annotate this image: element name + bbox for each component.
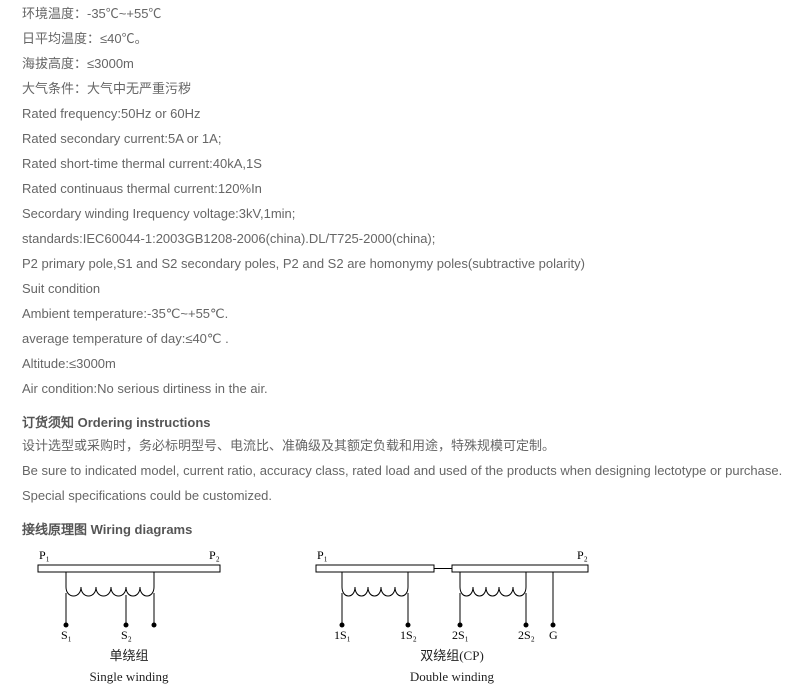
spec-line: Ambient temperature:-35℃~+55℃. — [22, 304, 800, 324]
coil-2 — [460, 587, 526, 596]
label-1s2: 1S₂ — [400, 628, 417, 642]
spec-line: P2 primary pole,S1 and S2 secondary pole… — [22, 254, 800, 274]
coil-1 — [342, 587, 408, 596]
terminal-dot — [340, 623, 345, 628]
spec-list: 环境温度：-35℃~+55℃ 日平均温度：≤40℃。 海拔高度：≤3000m 大… — [22, 4, 800, 399]
document-body: 环境温度：-35℃~+55℃ 日平均温度：≤40℃。 海拔高度：≤3000m 大… — [0, 0, 800, 686]
label-g: G — [549, 628, 558, 642]
spec-line: Suit condition — [22, 279, 800, 299]
label-2s1: 2S₁ — [452, 628, 469, 642]
label-p1: P₁ — [317, 548, 328, 562]
spec-line: Rated frequency:50Hz or 60Hz — [22, 104, 800, 124]
spec-line: 大气条件：大气中无严重污秽 — [22, 79, 800, 99]
label-1s1: 1S₁ — [334, 628, 351, 642]
double-winding-diagram: P₁ P₂ — [302, 547, 602, 686]
ordering-line: 设计选型或采购时，务必标明型号、电流比、准确级及其额定负载和用途，特殊规模可定制… — [22, 436, 800, 456]
spec-line: 环境温度：-35℃~+55℃ — [22, 4, 800, 24]
spec-line: Altitude:≤3000m — [22, 354, 800, 374]
wiring-diagrams: P₁ P₂ S₁ S₂ 单绕组 — [22, 547, 800, 686]
spec-line: 海拔高度：≤3000m — [22, 54, 800, 74]
double-winding-svg: P₁ P₂ — [302, 547, 602, 642]
primary-bar — [38, 565, 220, 572]
terminal-dot — [152, 623, 157, 628]
spec-line: Rated secondary current:5A or 1A; — [22, 129, 800, 149]
label-s2: S₂ — [121, 628, 132, 642]
spec-line: average temperature of day:≤40℃ . — [22, 329, 800, 349]
ordering-heading: 订货须知 Ordering instructions — [22, 413, 800, 433]
spec-line: Air condition:No serious dirtiness in th… — [22, 379, 800, 399]
single-caption-cn: 单绕组 — [109, 646, 148, 666]
primary-bar-left — [316, 565, 434, 572]
single-caption-en: Single winding — [89, 667, 168, 686]
ordering-line: Be sure to indicated model, current rati… — [22, 461, 800, 481]
double-caption-en: Double winding — [410, 667, 494, 686]
terminal-dot — [124, 623, 129, 628]
ordering-line: Special specifications could be customiz… — [22, 486, 800, 506]
spec-line: standards:IEC60044-1:2003GB1208-2006(chi… — [22, 229, 800, 249]
spec-line: Rated continuaus thermal current:120%In — [22, 179, 800, 199]
single-winding-svg: P₁ P₂ S₁ S₂ — [24, 547, 234, 642]
wiring-heading: 接线原理图 Wiring diagrams — [22, 520, 800, 540]
terminal-dot — [524, 623, 529, 628]
label-2s2: 2S₂ — [518, 628, 535, 642]
spec-line: Secordary winding Irequency voltage:3kV,… — [22, 204, 800, 224]
spec-line: Rated short-time thermal current:40kA,1S — [22, 154, 800, 174]
terminal-dot — [406, 623, 411, 628]
terminal-dot — [551, 623, 556, 628]
coil — [66, 587, 154, 596]
double-caption-cn: 双绕组(CP) — [420, 646, 484, 666]
label-p2: P₂ — [577, 548, 588, 562]
terminal-dot — [458, 623, 463, 628]
primary-bar-right — [452, 565, 588, 572]
single-winding-diagram: P₁ P₂ S₁ S₂ 单绕组 — [24, 547, 234, 686]
label-p2: P₂ — [209, 548, 220, 562]
spec-line: 日平均温度：≤40℃。 — [22, 29, 800, 49]
label-p1: P₁ — [39, 548, 50, 562]
label-s1: S₁ — [61, 628, 72, 642]
terminal-dot — [64, 623, 69, 628]
